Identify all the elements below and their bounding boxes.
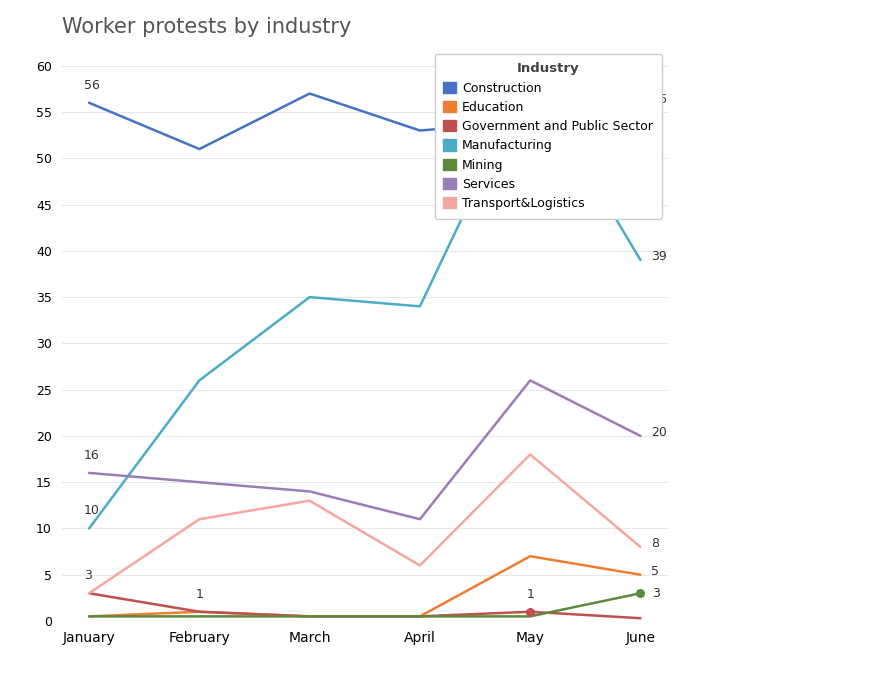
Text: 10: 10 <box>83 504 99 517</box>
Manufacturing <box>524 71 535 79</box>
Line: Government and Public Sector: Government and Public Sector <box>89 593 640 618</box>
Mining <box>194 612 205 620</box>
Mining <box>304 612 314 620</box>
Mining <box>524 612 535 620</box>
Line: Mining: Mining <box>89 593 640 616</box>
Line: Transport&Logistics: Transport&Logistics <box>89 454 640 593</box>
Text: 5: 5 <box>651 565 658 578</box>
Construction <box>304 90 314 98</box>
Services <box>524 377 535 385</box>
Line: Manufacturing: Manufacturing <box>89 75 640 529</box>
Point <box>522 606 536 617</box>
Services <box>414 515 425 523</box>
Government and Public Sector <box>304 612 314 620</box>
Text: 16: 16 <box>83 449 99 462</box>
Legend: Construction, Education, Government and Public Sector, Manufacturing, Mining, Se: Construction, Education, Government and … <box>434 53 661 219</box>
Manufacturing <box>194 377 205 385</box>
Construction <box>635 99 645 107</box>
Manufacturing <box>83 524 94 533</box>
Line: Education: Education <box>89 556 640 616</box>
Manufacturing <box>635 256 645 264</box>
Text: 8: 8 <box>651 537 658 550</box>
Transport&Logistics <box>304 497 314 505</box>
Construction <box>83 99 94 107</box>
Education <box>414 612 425 620</box>
Transport&Logistics <box>194 515 205 523</box>
Construction <box>194 145 205 153</box>
Manufacturing <box>304 293 314 301</box>
Education <box>194 608 205 616</box>
Government and Public Sector <box>524 608 535 616</box>
Government and Public Sector <box>83 589 94 597</box>
Manufacturing <box>414 302 425 311</box>
Services <box>83 469 94 477</box>
Construction <box>524 117 535 126</box>
Transport&Logistics <box>524 450 535 458</box>
Text: 1: 1 <box>526 588 534 601</box>
Services <box>304 487 314 495</box>
Education <box>83 612 94 620</box>
Mining <box>83 612 94 620</box>
Education <box>635 570 645 578</box>
Line: Construction: Construction <box>89 94 640 149</box>
Education <box>304 612 314 620</box>
Text: Worker protests by industry: Worker protests by industry <box>61 18 350 37</box>
Construction <box>414 126 425 134</box>
Text: 56: 56 <box>83 79 99 92</box>
Mining <box>635 589 645 597</box>
Transport&Logistics <box>635 543 645 551</box>
Services <box>194 478 205 486</box>
Text: 56: 56 <box>651 93 666 106</box>
Education <box>524 552 535 560</box>
Line: Services: Services <box>89 381 640 519</box>
Text: 20: 20 <box>651 426 666 439</box>
Government and Public Sector <box>414 612 425 620</box>
Mining <box>414 612 425 620</box>
Text: 1: 1 <box>195 588 203 601</box>
Transport&Logistics <box>414 562 425 570</box>
Government and Public Sector <box>194 608 205 616</box>
Point <box>633 588 647 599</box>
Text: 3: 3 <box>83 569 91 582</box>
Government and Public Sector <box>635 614 645 622</box>
Services <box>635 432 645 440</box>
Transport&Logistics <box>83 589 94 597</box>
Text: 3: 3 <box>649 587 660 600</box>
Text: 39: 39 <box>651 250 666 263</box>
